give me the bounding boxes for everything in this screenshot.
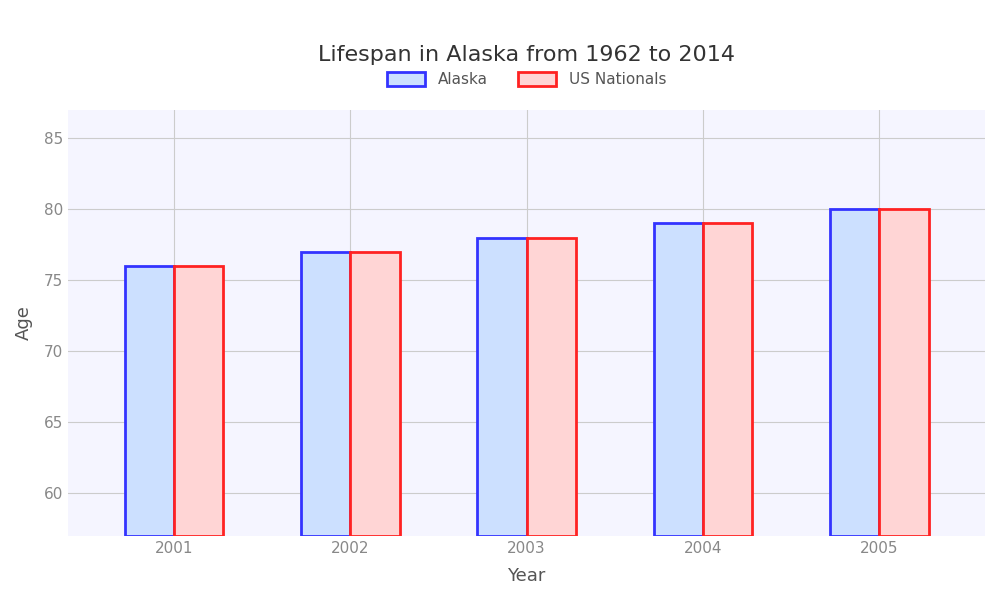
- Bar: [830, 209, 879, 536]
- Bar: [879, 209, 929, 536]
- X-axis label: Year: Year: [507, 567, 546, 585]
- Bar: [654, 223, 703, 536]
- Title: Lifespan in Alaska from 1962 to 2014: Lifespan in Alaska from 1962 to 2014: [318, 45, 735, 65]
- Bar: [350, 252, 400, 536]
- Bar: [527, 238, 576, 536]
- Bar: [174, 266, 223, 536]
- Bar: [477, 238, 527, 536]
- Legend: Alaska, US Nationals: Alaska, US Nationals: [381, 66, 672, 94]
- Bar: [301, 252, 350, 536]
- Y-axis label: Age: Age: [15, 305, 33, 340]
- Bar: [125, 266, 174, 536]
- Bar: [703, 223, 752, 536]
